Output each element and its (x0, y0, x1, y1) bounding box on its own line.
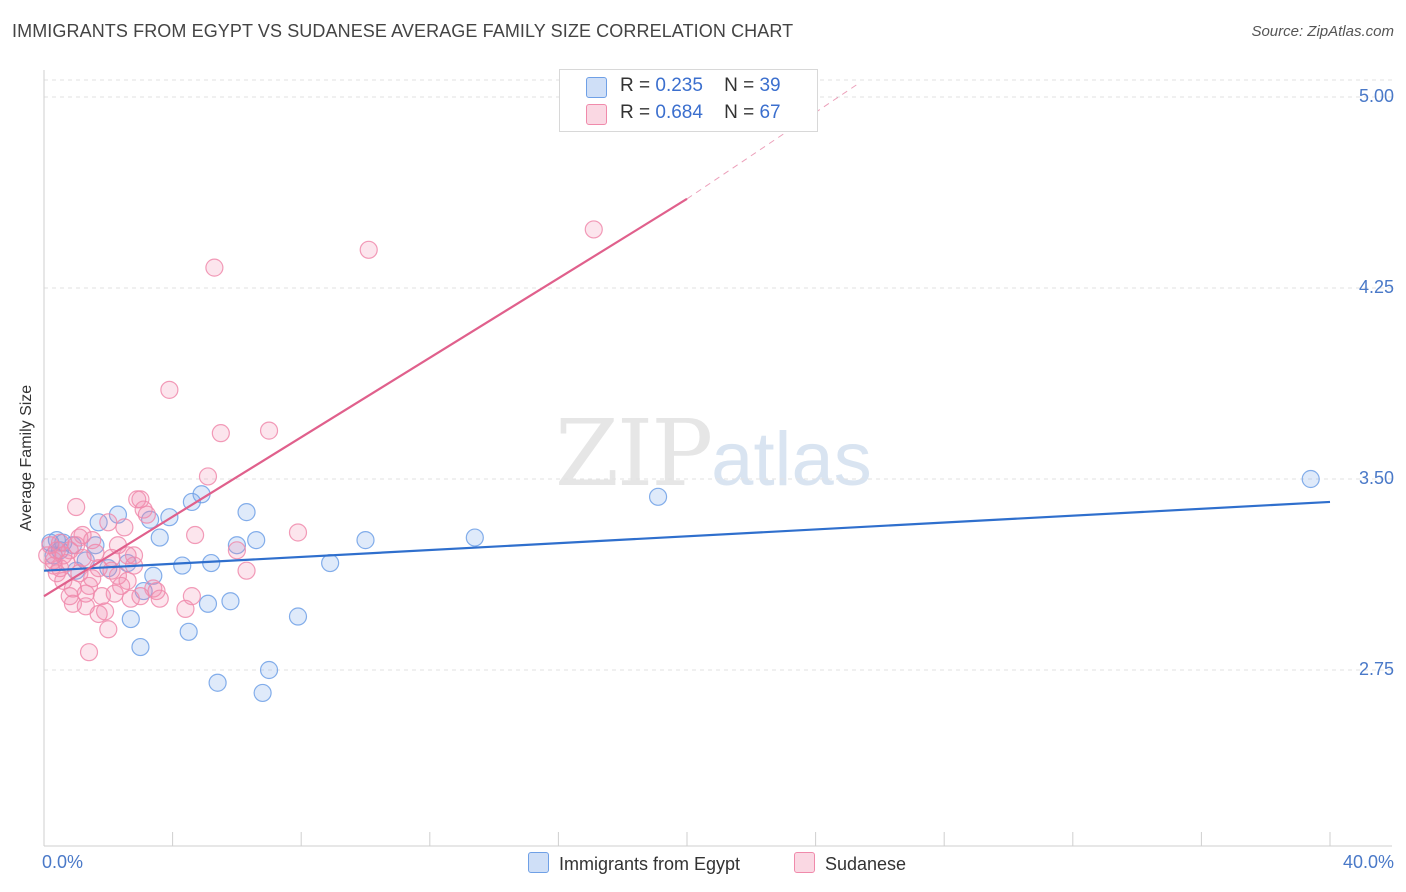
sudanese-point (63, 579, 83, 598)
sudanese-point (198, 467, 218, 486)
sudanese-point (211, 424, 230, 443)
sudanese-point (227, 541, 246, 560)
sudanese-point (205, 258, 224, 277)
sudanese-point (137, 505, 156, 524)
stats-legend: R = 0.235 N = 39 R = 0.684 N = 67 (559, 69, 818, 132)
sudanese-point (99, 513, 118, 532)
bottom-legend-swatch-sudanese (794, 852, 815, 873)
egypt-point (648, 487, 668, 506)
egypt-point (1301, 469, 1320, 489)
source-label: Source: ZipAtlas.com (1251, 23, 1394, 40)
bottom-legend-sudanese: Sudanese (794, 852, 906, 875)
egypt-point (321, 553, 340, 573)
sudanese-point (83, 531, 102, 550)
legend-r-value-egypt: 0.235 (655, 75, 703, 96)
egypt-point (89, 513, 108, 532)
egypt-point (465, 528, 484, 547)
legend-swatch-sudanese (586, 104, 607, 125)
watermark-zip: ZIP (555, 400, 713, 507)
egypt-point (227, 536, 246, 555)
egypt-point (237, 503, 256, 522)
sudanese-point (259, 421, 279, 440)
egypt-point (221, 592, 240, 611)
sudanese-point (182, 587, 201, 606)
sudanese-point (95, 602, 115, 621)
legend-n-label: N = (724, 75, 755, 96)
watermark: ZIPatlas (555, 400, 872, 507)
sudanese-point (47, 564, 66, 583)
y-tick-label: 4.25 (1358, 277, 1394, 297)
egypt-trend-line (43, 500, 1331, 572)
sudanese-point (150, 589, 169, 608)
sudanese-point (186, 525, 205, 545)
egypt-point (86, 536, 105, 555)
egypt-point (150, 528, 169, 547)
sudanese-point (83, 569, 102, 588)
bottom-legend-label-sudanese: Sudanese (825, 854, 907, 874)
legend-n-label: N = (724, 102, 755, 123)
sudanese-trend-extension (686, 83, 858, 200)
egypt-point (253, 683, 272, 703)
y-axis-label: Average Family Size (18, 384, 35, 532)
sudanese-point (144, 579, 163, 598)
bottom-legend-swatch-egypt (528, 852, 549, 873)
egypt-point (179, 622, 198, 641)
legend-r-label: R = (620, 102, 651, 123)
egypt-point (144, 566, 163, 585)
x-tick-min: 0.0% (42, 852, 84, 872)
egypt-point (247, 531, 266, 550)
egypt-point (121, 609, 140, 629)
egypt-point (198, 594, 218, 613)
egypt-point (131, 637, 150, 657)
legend-r-value-sudanese: 0.684 (655, 102, 703, 123)
sudanese-point (160, 380, 179, 399)
egypt-point (288, 607, 308, 626)
legend-n-value-egypt: 39 (759, 75, 781, 96)
sudanese-point (237, 561, 256, 580)
chart-title: IMMIGRANTS FROM EGYPT VS SUDANESE AVERAG… (12, 21, 794, 41)
sudanese-point (359, 240, 378, 259)
sudanese-point (584, 220, 603, 239)
sudanese-point (73, 525, 92, 545)
sudanese-point (99, 620, 118, 639)
sudanese-trend-line (43, 197, 688, 598)
sudanese-point (131, 490, 150, 509)
sudanese-point (134, 500, 153, 519)
legend-swatch-egypt (586, 77, 607, 98)
bottom-legend-egypt: Immigrants from Egypt (528, 852, 740, 875)
y-tick-label: 3.50 (1358, 468, 1394, 488)
sudanese-point (288, 523, 308, 542)
sudanese-point (115, 518, 134, 537)
y-tick-label: 2.75 (1358, 659, 1394, 679)
egypt-point (356, 531, 375, 550)
bottom-legend-label-egypt: Immigrants from Egypt (559, 854, 741, 874)
x-tick-max: 40.0% (1342, 852, 1394, 872)
watermark-atlas: atlas (711, 417, 872, 502)
sudanese-point (118, 571, 137, 590)
sudanese-point (79, 643, 99, 662)
egypt-point (173, 556, 192, 575)
y-tick-label: 5.00 (1358, 86, 1394, 106)
legend-r-label: R = (620, 75, 651, 96)
egypt-point (140, 510, 160, 529)
sudanese-point (118, 546, 137, 565)
legend-n-value-sudanese: 67 (759, 102, 781, 123)
sudanese-point (73, 548, 92, 568)
sudanese-point (105, 584, 124, 603)
sudanese-point (102, 561, 121, 580)
sudanese-point (67, 497, 86, 517)
sudanese-point (124, 546, 144, 565)
egypt-point (259, 660, 279, 680)
sudanese-point (54, 571, 73, 590)
egypt-point (208, 673, 227, 692)
